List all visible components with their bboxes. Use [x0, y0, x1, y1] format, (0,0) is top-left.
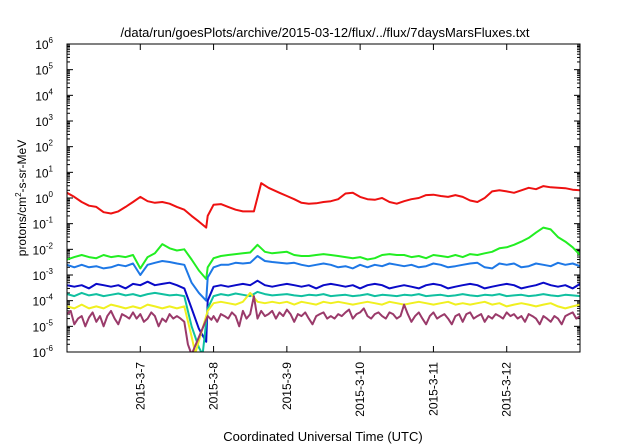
y-tick-label: 104	[35, 87, 53, 103]
y-tick-label-exp: 0	[49, 190, 54, 199]
plot-frame	[66, 43, 581, 353]
y-tick-label-base: 10	[33, 269, 47, 283]
series-line-5	[67, 290, 580, 352]
y-tick-label-base: 10	[35, 115, 49, 129]
y-tick-label-exp: -3	[46, 267, 54, 276]
y-tick-label: 10-5	[33, 318, 54, 334]
y-tick-label: 100	[35, 190, 53, 206]
y-tick-label: 103	[35, 113, 53, 129]
y-tick-label: 105	[35, 62, 53, 78]
y-tick-label-base: 10	[33, 243, 47, 257]
x-tick-label: 2015-3-8	[207, 362, 221, 410]
y-tick-label-exp: -5	[46, 318, 54, 327]
y-tick-label-base: 10	[33, 346, 47, 360]
y-axis-label-rest: -s-sr-MeV	[15, 140, 29, 193]
x-axis-label: Coordinated Universal Time (UTC)	[223, 429, 422, 444]
y-tick-label-base: 10	[35, 89, 49, 103]
y-tick-label-exp: 2	[49, 139, 54, 148]
y-tick-label-exp: 4	[49, 87, 54, 96]
y-tick-label-base: 10	[35, 64, 49, 78]
y-axis-ticks: 10-610-510-410-310-210-11001011021031041…	[33, 36, 580, 360]
chart-title: /data/run/goesPlots/archive/2015-03-12/f…	[121, 25, 530, 40]
y-tick-label-base: 10	[33, 295, 47, 309]
y-tick-label-exp: -2	[46, 241, 54, 250]
y-tick-label-base: 10	[35, 141, 49, 155]
y-tick-label-base: 10	[33, 218, 47, 232]
series-line-6	[67, 291, 580, 352]
series-line-1	[67, 182, 580, 229]
series-lines	[67, 182, 580, 352]
y-axis-label: protons/cm2-s-sr-MeV	[14, 140, 29, 256]
y-tick-label: 10-3	[33, 267, 54, 283]
y-tick-label: 10-4	[33, 293, 54, 309]
y-tick-label-exp: 5	[49, 62, 54, 71]
series-line-3	[67, 255, 580, 302]
y-tick-label-base: 10	[35, 166, 49, 180]
x-tick-label: 2015-3-12	[500, 362, 514, 417]
x-axis-ticks: 2015-3-7 2015-3-8 2015-3-9 2015-3-10 2015-3-…	[133, 44, 514, 417]
y-tick-label-base: 10	[35, 38, 49, 52]
y-tick-label: 10-1	[33, 216, 54, 232]
y-tick-label-base: 10	[35, 192, 49, 206]
x-tick-label: 2015-3-7	[133, 362, 147, 410]
x-tick-label: 2015-3-10	[353, 362, 367, 417]
series-line-7	[67, 295, 580, 352]
y-tick-label: 101	[35, 164, 53, 180]
y-tick-label: 10-2	[33, 241, 54, 257]
series-line-4	[67, 279, 580, 343]
y-tick-label-exp: 6	[49, 36, 54, 45]
x-tick-label: 2015-3-9	[280, 362, 294, 410]
y-tick-label-exp: -6	[46, 344, 54, 353]
y-axis-label-base: protons/cm	[15, 197, 29, 256]
y-tick-label-exp: 3	[49, 113, 54, 122]
y-tick-label: 106	[35, 36, 53, 52]
y-tick-label-base: 10	[33, 320, 47, 334]
x-tick-label: 2015-3-11	[426, 362, 440, 416]
series-line-2	[67, 226, 580, 280]
y-axis-label-sup: 2	[14, 192, 23, 197]
y-tick-label: 10-6	[33, 344, 54, 360]
y-tick-label: 102	[35, 139, 53, 155]
y-tick-label-exp: 1	[49, 164, 54, 173]
y-tick-label-exp: -4	[46, 293, 54, 302]
y-tick-label-exp: -1	[46, 216, 54, 225]
